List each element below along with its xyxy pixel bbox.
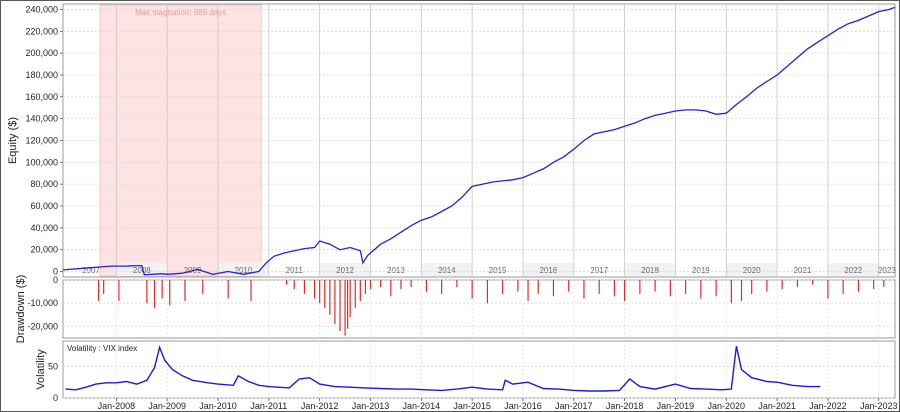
equity-line <box>62 6 896 276</box>
year-label: 2015 <box>489 266 507 275</box>
year-label: 2008 <box>133 266 151 275</box>
volatility-axis-title: Volatility <box>35 349 47 390</box>
year-band-shade <box>827 263 879 276</box>
equity-ytick-label: 200,000 <box>25 48 58 58</box>
equity-axis-title: Equity ($) <box>7 117 19 164</box>
year-label: 2014 <box>438 266 456 275</box>
x-tick-label: Jan-2017 <box>555 401 593 411</box>
year-band-shade <box>421 263 473 276</box>
x-tick-label: Jan-2019 <box>657 401 695 411</box>
x-tick-label: Jan-2020 <box>707 401 745 411</box>
x-tick-label: Jan-2014 <box>403 401 441 411</box>
x-tick-label: Jan-2008 <box>98 401 136 411</box>
x-tick-label: Jan-2009 <box>148 401 186 411</box>
year-label: 2007 <box>82 266 100 275</box>
x-tick-label: Jan-2022 <box>809 401 847 411</box>
volatility-legend: Volatility : VIX index <box>67 344 137 353</box>
year-band-shade <box>726 263 778 276</box>
x-tick-label: Jan-2010 <box>199 401 237 411</box>
year-label: 2020 <box>743 266 761 275</box>
volatility-line <box>65 345 821 392</box>
x-tick-label: Jan-2018 <box>606 401 644 411</box>
equity-ytick-label: 60,000 <box>30 201 58 211</box>
year-band-shade <box>319 263 371 276</box>
volatility-ytick-label: 50 <box>48 361 58 371</box>
year-label: 2010 <box>235 266 253 275</box>
volatility-ytick-label: 0 <box>53 393 58 403</box>
equity-ytick-label: 220,000 <box>25 26 58 36</box>
equity-ytick-label: 80,000 <box>30 179 58 189</box>
x-tick-label: Jan-2021 <box>758 401 796 411</box>
year-band-shade <box>522 263 574 276</box>
year-band-shade <box>218 263 269 276</box>
year-label: 2018 <box>641 266 659 275</box>
x-axis: Jan-2008 Jan-2009 Jan-2010 Jan-2011 Jan-2012… <box>98 398 898 411</box>
drawdown-ytick-label: -10,000 <box>27 298 58 308</box>
year-band-shade <box>624 263 676 276</box>
x-tick-label: Jan-2015 <box>453 401 491 411</box>
equity-ytick-label: 100,000 <box>25 157 58 167</box>
drawdown-ytick-label: 0 <box>53 275 58 285</box>
drawdown-ytick-label: -20,000 <box>27 321 58 331</box>
equity-ytick-label: 20,000 <box>30 245 58 255</box>
equity-ytick-label: 40,000 <box>30 223 58 233</box>
year-label: 2013 <box>387 266 405 275</box>
drawdown-axis-title: Drawdown ($) <box>15 275 27 343</box>
equity-ytick-label: 160,000 <box>25 92 58 102</box>
equity-ytick-label: 240,000 <box>25 4 58 14</box>
year-label: 2023 <box>878 266 896 275</box>
year-label: 2016 <box>539 266 557 275</box>
x-tick-label: Jan-2023 <box>860 401 898 411</box>
x-tick-label: Jan-2012 <box>301 401 339 411</box>
volatility-plot-area <box>62 340 896 399</box>
year-label: 2021 <box>794 266 812 275</box>
year-label: 2017 <box>590 266 608 275</box>
equity-ytick-label: 0 <box>53 267 58 277</box>
equity-ytick-label: 180,000 <box>25 70 58 80</box>
year-label: 2022 <box>844 266 862 275</box>
year-label: 2012 <box>336 266 354 275</box>
x-tick-label: Jan-2016 <box>504 401 542 411</box>
equity-ytick-label: 140,000 <box>25 114 58 124</box>
equity-ytick-label: 120,000 <box>25 136 58 146</box>
drawdown-plot-area <box>62 279 896 339</box>
volatility-panel: 0 50 Volatility : VIX index Volatility <box>35 340 896 403</box>
x-tick-label: Jan-2011 <box>250 401 287 411</box>
x-tick-label: Jan-2013 <box>352 401 390 411</box>
year-label: 2019 <box>692 266 710 275</box>
equity-panel: 2007 2008 2009 2010 2011 2012 2013 2014 2015 2016… <box>7 3 896 278</box>
year-label: 2011 <box>286 266 304 275</box>
stagnation-label: Max stagnation: 989 days <box>135 8 226 17</box>
